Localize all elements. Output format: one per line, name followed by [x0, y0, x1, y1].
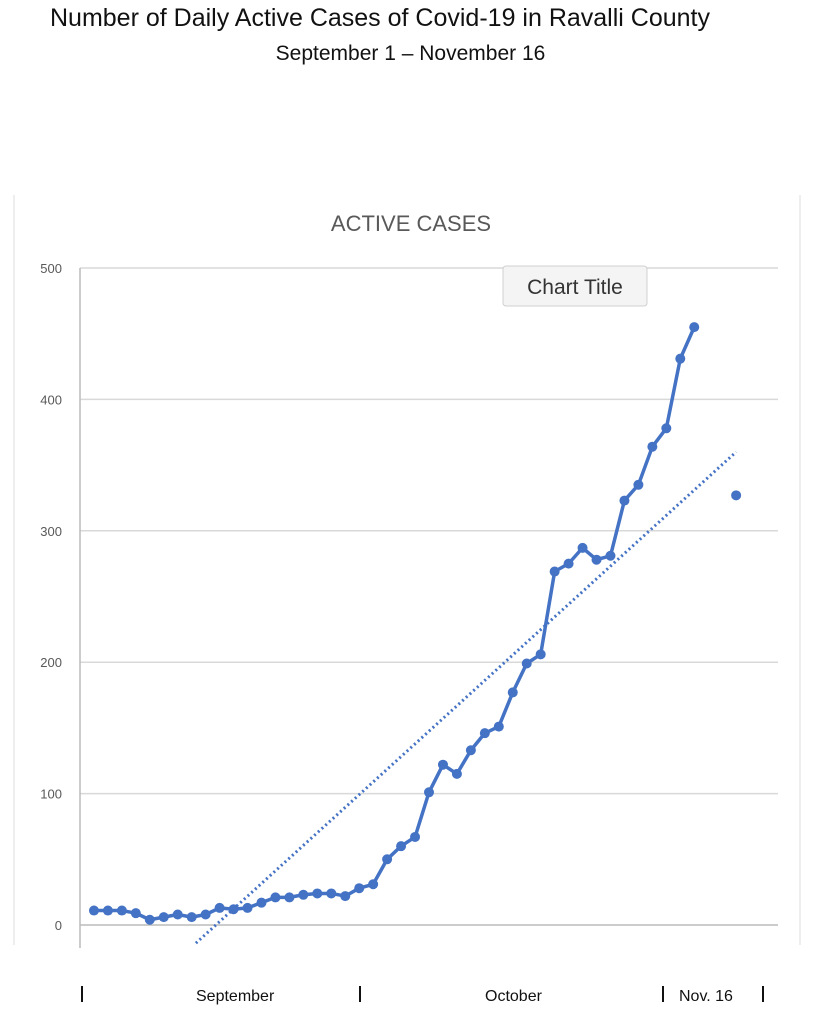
- data-point: [172, 909, 183, 920]
- data-point: [270, 892, 281, 903]
- data-point: [158, 912, 169, 923]
- data-point: [200, 909, 211, 920]
- data-point: [521, 658, 532, 669]
- data-point: [340, 891, 351, 902]
- y-tick-label: 200: [40, 655, 62, 670]
- data-point: [493, 721, 504, 732]
- data-point: [647, 441, 658, 452]
- data-point: [605, 550, 616, 561]
- data-point: [116, 905, 127, 916]
- divider-sep-oct: [359, 986, 361, 1002]
- data-point: [479, 728, 490, 739]
- data-point: [633, 479, 644, 490]
- label-nov-16: Nov. 16: [679, 988, 733, 1005]
- data-point: [298, 889, 309, 900]
- data-point: [368, 879, 379, 890]
- series-line: [93, 326, 696, 922]
- data-point: [214, 902, 225, 913]
- y-tick-label: 0: [55, 918, 62, 933]
- data-point: [284, 892, 295, 903]
- data-point: [465, 745, 476, 756]
- x-tick-label: 20: [351, 942, 367, 958]
- x-tick-label: 50: [770, 942, 786, 958]
- data-point: [563, 558, 574, 569]
- page-subtitle: September 1 – November 16: [275, 42, 546, 65]
- data-point: [396, 841, 407, 852]
- data-point: [549, 566, 560, 577]
- x-tick-label: 40: [631, 942, 647, 958]
- y-tick-label: 400: [40, 392, 62, 407]
- tooltip-text: Chart Title: [527, 276, 623, 299]
- data-point: [186, 912, 197, 923]
- y-tick-label: 500: [40, 261, 62, 276]
- data-point: [326, 888, 337, 899]
- data-point: [424, 787, 434, 798]
- data-point: [228, 904, 239, 915]
- data-point: [689, 322, 700, 333]
- y-tick-label: 100: [40, 787, 62, 802]
- data-point: [661, 423, 672, 434]
- chart-title-tooltip[interactable]: Chart Title: [502, 265, 648, 307]
- data-point: [591, 554, 602, 565]
- data-point: [451, 768, 462, 779]
- data-point: [312, 888, 323, 899]
- data-point: [130, 908, 141, 919]
- data-point: [507, 687, 518, 698]
- label-october: October: [485, 988, 542, 1005]
- label-september: September: [196, 988, 275, 1005]
- y-tick-label: 300: [40, 524, 62, 539]
- data-point: [410, 831, 421, 842]
- data-point: [577, 542, 588, 553]
- divider-start: [81, 986, 83, 1002]
- data-point: [382, 854, 393, 865]
- page-title: Number of Daily Active Cases of Covid-19…: [50, 4, 710, 32]
- divider-oct-nov: [662, 986, 664, 1002]
- x-tick-label: 30: [491, 942, 507, 958]
- data-point: [144, 914, 155, 925]
- data-point: [619, 495, 630, 506]
- data-point: [354, 883, 365, 894]
- trendline: [194, 450, 738, 945]
- data-point: [437, 759, 448, 770]
- data-point: [535, 649, 546, 660]
- data-point: [88, 905, 99, 916]
- data-point: [675, 353, 686, 364]
- divider-end: [762, 986, 764, 1002]
- data-point: [731, 490, 742, 501]
- data-point: [102, 905, 113, 916]
- data-point: [256, 897, 267, 908]
- x-tick-label: 10: [212, 942, 228, 958]
- chart-title: ACTIVE CASES: [331, 211, 491, 236]
- data-point: [242, 902, 253, 913]
